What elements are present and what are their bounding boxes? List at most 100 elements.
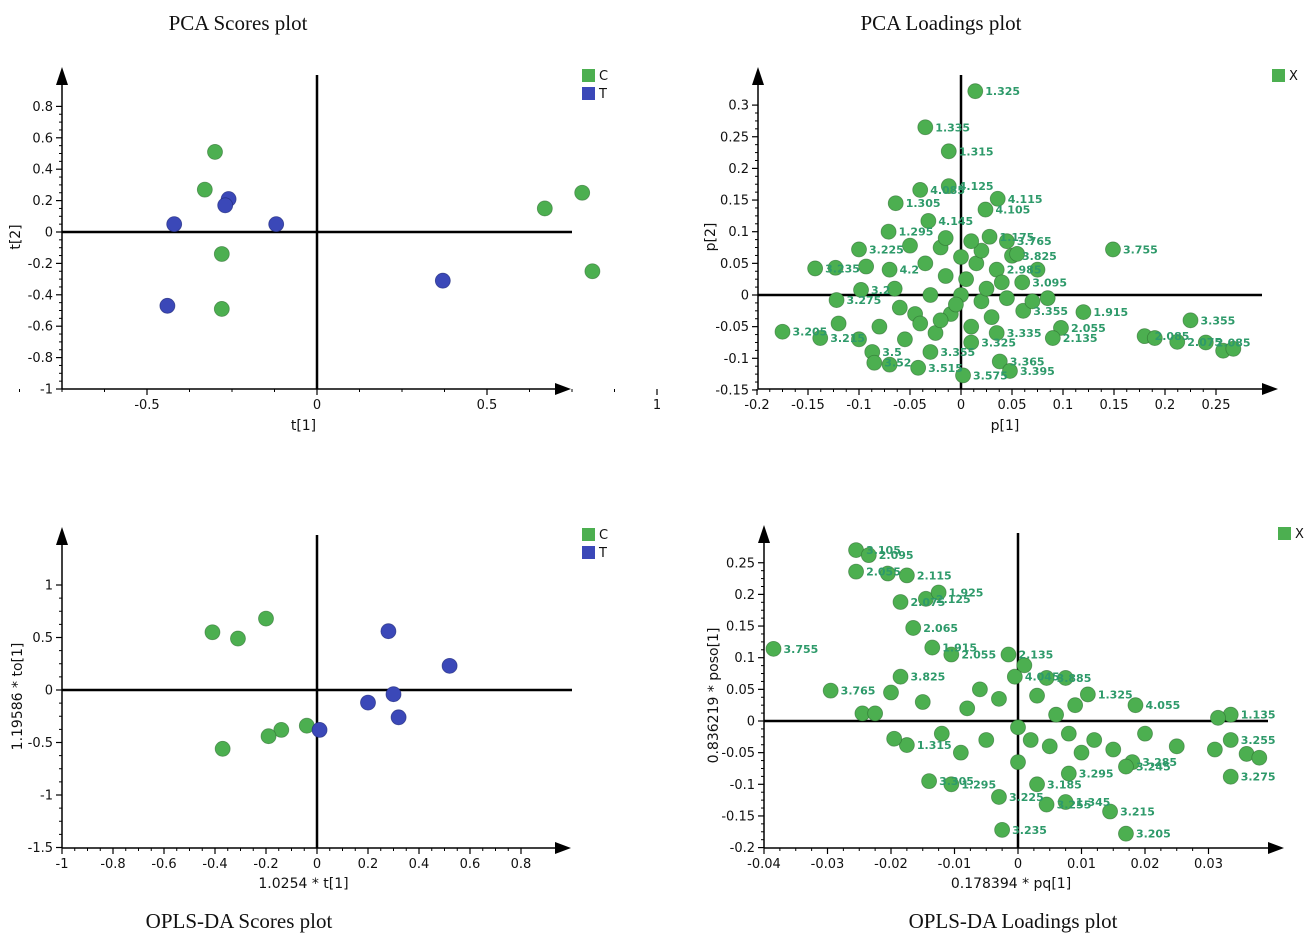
oplsda-loadings-panel: OPLS-DA Loadings plot -0.04 -0.03 -0.02 -0.0… — [706, 525, 1304, 933]
oplsda-loadings-point-x — [822, 682, 839, 699]
oplsda-loadings-point-label: 3.205 — [1136, 828, 1171, 841]
oplsda-loadings-point-label: 2.115 — [917, 569, 952, 582]
oplsda-loadings-y-tick-label: -0.1 — [730, 778, 755, 793]
oplsda-loadings-x-tick-label: 0.03 — [1194, 857, 1223, 872]
oplsda-loadings-x-tick-label: -0.01 — [938, 857, 972, 872]
pca-scores-y-tick-label: 0 — [45, 226, 53, 241]
pca-loadings-point-label: 3.5 — [882, 346, 902, 359]
pca-loadings-y-tick-label: 0.05 — [720, 257, 749, 272]
oplsda-scores-y-tick-label: 0 — [45, 684, 53, 699]
oplsda-loadings-point-x — [867, 705, 884, 722]
oplsda-loadings-point-x — [1010, 719, 1026, 736]
pca-loadings-y-tick-label: 0.25 — [720, 130, 749, 145]
pca-loadings-point-x — [917, 119, 934, 136]
oplsda-scores-y-tick-label: -1.5 — [28, 841, 53, 856]
oplsda-loadings-x-label: 0.178394 * pq[1] — [951, 876, 1071, 892]
pca-loadings-point-x — [1146, 330, 1163, 346]
pca-loadings-point-label: 3.235 — [825, 262, 860, 275]
pca-scores-x-tick-label: 1 — [653, 398, 661, 413]
oplsda-loadings-point-x — [994, 821, 1011, 838]
oplsda-loadings-point-label: 3.275 — [1241, 771, 1276, 784]
pca-loadings-point-label: 3.395 — [1020, 365, 1055, 378]
pca-scores-point-c — [213, 301, 230, 317]
pca-loadings-point-x — [897, 331, 913, 348]
oplsda-scores-x-tick-label: -0.6 — [151, 857, 176, 872]
oplsda-loadings-point-label: 1.295 — [961, 778, 996, 791]
pca-loadings-point-label: 2.135 — [1063, 332, 1098, 345]
oplsda-loadings-point-label: 1.925 — [949, 587, 984, 600]
pca-scores-point-c — [574, 184, 591, 201]
pca-loadings-point-label: 3.335 — [1007, 327, 1042, 340]
pca-loadings-y-tick-label: -0.1 — [724, 352, 749, 367]
pca-loadings-point-x — [978, 280, 995, 297]
pca-loadings-point-x — [1169, 333, 1186, 350]
oplsda-loadings-point-x — [924, 639, 941, 656]
pca-loadings-x-tick-label: 0.2 — [1155, 398, 1176, 413]
oplsda-scores-point-c — [204, 624, 221, 641]
oplsda-loadings-y-tick-label: -0.2 — [730, 841, 755, 856]
pca-loadings-x-arrow — [1262, 383, 1278, 395]
oplsda-loadings-point-x — [883, 684, 899, 701]
oplsda-loadings-point-label: 3.305 — [939, 775, 974, 788]
pca-loadings-point-x — [922, 287, 939, 303]
pca-loadings-point-label: 2.085 — [1155, 330, 1190, 343]
pca-loadings-point-label: 3.575 — [973, 369, 1008, 382]
oplsda-loadings-point-x — [905, 620, 922, 636]
oplsda-scores-point-c — [230, 630, 246, 647]
oplsda-loadings-point-x — [1029, 687, 1045, 704]
pca-loadings-point-label: 2.985 — [1007, 264, 1042, 277]
oplsda-loadings-title: OPLS-DA Loadings plot — [909, 909, 1118, 933]
pca-loadings-y-tick-label: 0.3 — [728, 99, 749, 114]
pca-scores-x-label: t[1] — [291, 418, 316, 434]
oplsda-loadings-point-label: 3.245 — [1136, 761, 1171, 774]
pca-loadings-point-x — [1009, 245, 1025, 262]
oplsda-loadings-point-x — [1038, 796, 1055, 813]
oplsda-loadings-point-x — [1060, 725, 1077, 742]
oplsda-loadings-x-tick-label: 0.02 — [1131, 857, 1160, 872]
pca-loadings-point-label: 3.52 — [884, 357, 911, 370]
pca-loadings-point-x — [881, 356, 898, 373]
oplsda-loadings-point-x — [1079, 686, 1096, 703]
oplsda-loadings-y-label: 0.836219 * poso[1] — [706, 628, 722, 764]
oplsda-loadings-point-label: 2.135 — [1018, 649, 1053, 662]
pca-loadings-x-tick-label: -0.1 — [846, 398, 871, 413]
oplsda-loadings-y-tick-label: 0.15 — [726, 620, 755, 635]
pca-loadings-point-x — [989, 190, 1006, 207]
pca-loadings-point-x — [1225, 340, 1242, 357]
pca-loadings-x-tick-label: 0.1 — [1053, 398, 1074, 413]
oplsda-scores-point-c — [260, 728, 277, 745]
pca-loadings-point-x — [807, 260, 824, 277]
pca-scores-point-c — [213, 246, 230, 262]
oplsda-loadings-point-x — [991, 789, 1007, 805]
oplsda-scores-legend-swatch-t — [582, 546, 595, 559]
pca-loadings-point-label: 1.325 — [985, 85, 1020, 98]
oplsda-loadings-point-label: 3.295 — [1079, 768, 1114, 781]
pca-loadings-point-x — [858, 258, 875, 275]
pca-loadings-point-x — [866, 354, 883, 371]
pca-loadings-point-x — [973, 242, 990, 259]
oplsda-scores-x-tick-label: 0.4 — [409, 857, 430, 872]
oplsda-loadings-point-label: 2.055 — [961, 649, 996, 662]
oplsda-loadings-point-x — [978, 732, 995, 748]
pca-loadings-point-x — [940, 143, 957, 160]
pca-loadings-point-x — [774, 323, 791, 340]
oplsda-loadings-x-tick-label: 0.01 — [1067, 857, 1096, 872]
pca-scores-y-label: t[2] — [8, 224, 24, 249]
pca-scores-x-tick-label: 0.5 — [477, 398, 498, 413]
oplsda-loadings-point-x — [1137, 725, 1153, 742]
oplsda-loadings-point-x — [848, 563, 864, 580]
oplsda-loadings-y-tick-label: 0.2 — [734, 588, 755, 603]
oplsda-scores-point-c — [214, 740, 231, 757]
pca-scores-y-tick-label: 0.6 — [32, 131, 53, 146]
pca-loadings-x-tick-label: 0 — [957, 398, 965, 413]
pca-scores-point-t — [217, 197, 234, 214]
pca-loadings-title: PCA Loadings plot — [860, 11, 1021, 35]
oplsda-scores-point-c — [273, 722, 290, 738]
pca-scores-legend-swatch-c — [582, 69, 595, 82]
pca-loadings-point-x — [1024, 293, 1041, 310]
oplsda-loadings-point-x — [1086, 732, 1103, 748]
pca-loadings-point-label: 2.075 — [1187, 336, 1222, 349]
oplsda-scores-x-tick-label: -0.4 — [202, 857, 227, 872]
oplsda-loadings-y-tick-label: 0 — [747, 715, 755, 730]
oplsda-scores-point-c — [258, 610, 274, 627]
